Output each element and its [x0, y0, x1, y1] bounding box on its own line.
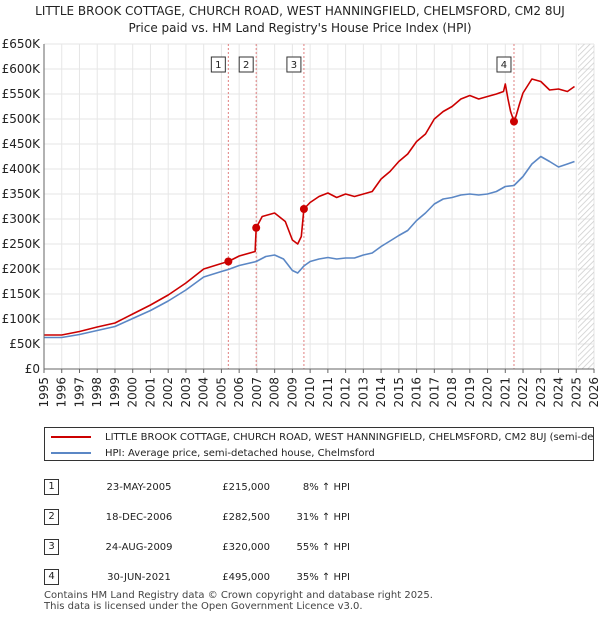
y-tick-label: £500K [2, 112, 42, 126]
chart-title: LITTLE BROOK COTTAGE, CHURCH ROAD, WEST … [35, 4, 565, 18]
sale-label-text: 2 [243, 60, 249, 71]
sale-price: £282,500 [222, 511, 270, 523]
x-tick-label: 2000 [126, 377, 140, 408]
x-tick-label: 2008 [268, 377, 282, 408]
x-tick-label: 2022 [516, 377, 530, 408]
sale-label-box [238, 56, 254, 73]
sale-date: 24-AUG-2009 [105, 541, 173, 553]
sale-label-text: 1 [215, 60, 221, 71]
sale-number-badge: 4 [44, 569, 59, 585]
x-tick-label: 2011 [321, 377, 335, 408]
y-tick-label: £450K [2, 137, 42, 151]
x-tick-label: 1996 [55, 377, 69, 408]
table-row: 2 18-DEC-2006 £282,500 31% ↑ HPI [44, 502, 350, 532]
x-tick-label: 1995 [37, 377, 51, 408]
x-tick-label: 1998 [90, 377, 104, 408]
y-tick-label: £250K [2, 237, 42, 251]
legend-hpi-label: HPI: Average price, semi-detached house,… [105, 447, 375, 459]
y-tick-label: £150K [2, 287, 42, 301]
legend-property-swatch [51, 436, 91, 438]
sale-label-box [286, 56, 302, 73]
sale-label-box [210, 56, 226, 73]
sale-label-text: 4 [501, 60, 507, 71]
future-hatch-region [578, 44, 594, 369]
x-tick-label: 2005 [214, 377, 228, 408]
x-tick-label: 2001 [143, 377, 157, 408]
x-tick-label: 2019 [463, 377, 477, 408]
x-tick-label: 2020 [481, 377, 495, 408]
sale-point [509, 117, 518, 126]
x-tick-label: 1999 [108, 377, 122, 408]
y-tick-label: £200K [2, 262, 42, 276]
y-tick-label: £0 [25, 362, 40, 376]
sale-number-badge: 3 [44, 539, 59, 555]
y-tick-label: £100K [2, 312, 42, 326]
x-tick-label: 2018 [445, 377, 459, 408]
legend-hpi-swatch [51, 452, 91, 454]
x-tick-label: 2026 [587, 377, 600, 408]
x-tick-label: 2013 [356, 377, 370, 408]
hpi-line [44, 155, 575, 339]
y-tick-label: £400K [2, 162, 42, 176]
sale-hpi-change: 8% ↑ HPI [302, 481, 350, 493]
transactions-table: 1 23-MAY-2005 £215,000 8% ↑ HPI 2 18-DEC… [44, 472, 350, 592]
sale-label-box [496, 56, 512, 73]
sale-number-badge: 2 [44, 509, 59, 525]
sale-hpi-change: 35% ↑ HPI [296, 571, 350, 583]
x-tick-label: 2017 [427, 377, 441, 408]
plot-area [44, 44, 594, 369]
y-tick-label: £50K [9, 337, 41, 351]
sale-number-badge: 1 [44, 479, 59, 495]
legend-property-label: LITTLE BROOK COTTAGE, CHURCH ROAD, WEST … [105, 431, 594, 443]
table-row: 1 23-MAY-2005 £215,000 8% ↑ HPI [44, 472, 350, 502]
y-tick-label: £550K [2, 87, 42, 101]
sale-hpi-change: 31% ↑ HPI [296, 511, 350, 523]
legend-property: LITTLE BROOK COTTAGE, CHURCH ROAD, WEST … [51, 429, 594, 445]
sale-point [224, 257, 233, 266]
x-tick-label: 1997 [72, 377, 86, 408]
legend-hpi: HPI: Average price, semi-detached house,… [51, 445, 375, 460]
x-tick-label: 2014 [374, 377, 388, 408]
sale-price: £495,000 [222, 571, 270, 583]
sale-date: 23-MAY-2005 [106, 481, 172, 493]
chart-subtitle: Price paid vs. HM Land Registry's House … [128, 21, 472, 35]
legend: LITTLE BROOK COTTAGE, CHURCH ROAD, WEST … [44, 427, 594, 461]
x-tick-label: 2006 [232, 377, 246, 408]
sale-label-text: 3 [291, 60, 297, 71]
sale-point [252, 223, 261, 232]
price-chart: 1 2 3 4 £0 £50K £100K £150K £200K £250K £300K £350K… [2, 37, 600, 408]
sale-price: £215,000 [222, 481, 270, 493]
sale-point [299, 205, 308, 213]
y-tick-label: £600K [2, 62, 42, 76]
x-tick-label: 2023 [534, 377, 548, 408]
table-row: 4 30-JUN-2021 £495,000 35% ↑ HPI [44, 562, 350, 592]
footer-copyright: Contains HM Land Registry data © Crown c… [44, 590, 433, 601]
x-tick-label: 2003 [179, 377, 193, 408]
sale-price: £320,000 [222, 541, 270, 553]
x-tick-label: 2007 [250, 377, 264, 408]
x-tick-label: 2004 [197, 377, 211, 408]
x-tick-label: 2009 [285, 377, 299, 408]
y-tick-label: £350K [2, 187, 42, 201]
x-tick-label: 2016 [410, 377, 424, 408]
footer-licence: This data is licensed under the Open Gov… [44, 601, 363, 612]
sale-date: 18-DEC-2006 [105, 511, 173, 523]
x-tick-label: 2024 [552, 377, 566, 408]
x-tick-label: 2025 [569, 377, 583, 408]
x-tick-label: 2002 [161, 377, 175, 408]
x-tick-label: 2015 [392, 377, 406, 408]
property-price-line [44, 78, 575, 336]
sale-date: 30-JUN-2021 [107, 571, 171, 583]
x-tick-label: 2012 [339, 377, 353, 408]
y-tick-label: £300K [2, 212, 42, 226]
table-row: 3 24-AUG-2009 £320,000 55% ↑ HPI [44, 532, 350, 562]
y-tick-label: £650K [2, 37, 42, 51]
x-tick-label: 2010 [303, 377, 317, 408]
sale-hpi-change: 55% ↑ HPI [296, 541, 350, 553]
x-tick-label: 2021 [498, 377, 512, 408]
